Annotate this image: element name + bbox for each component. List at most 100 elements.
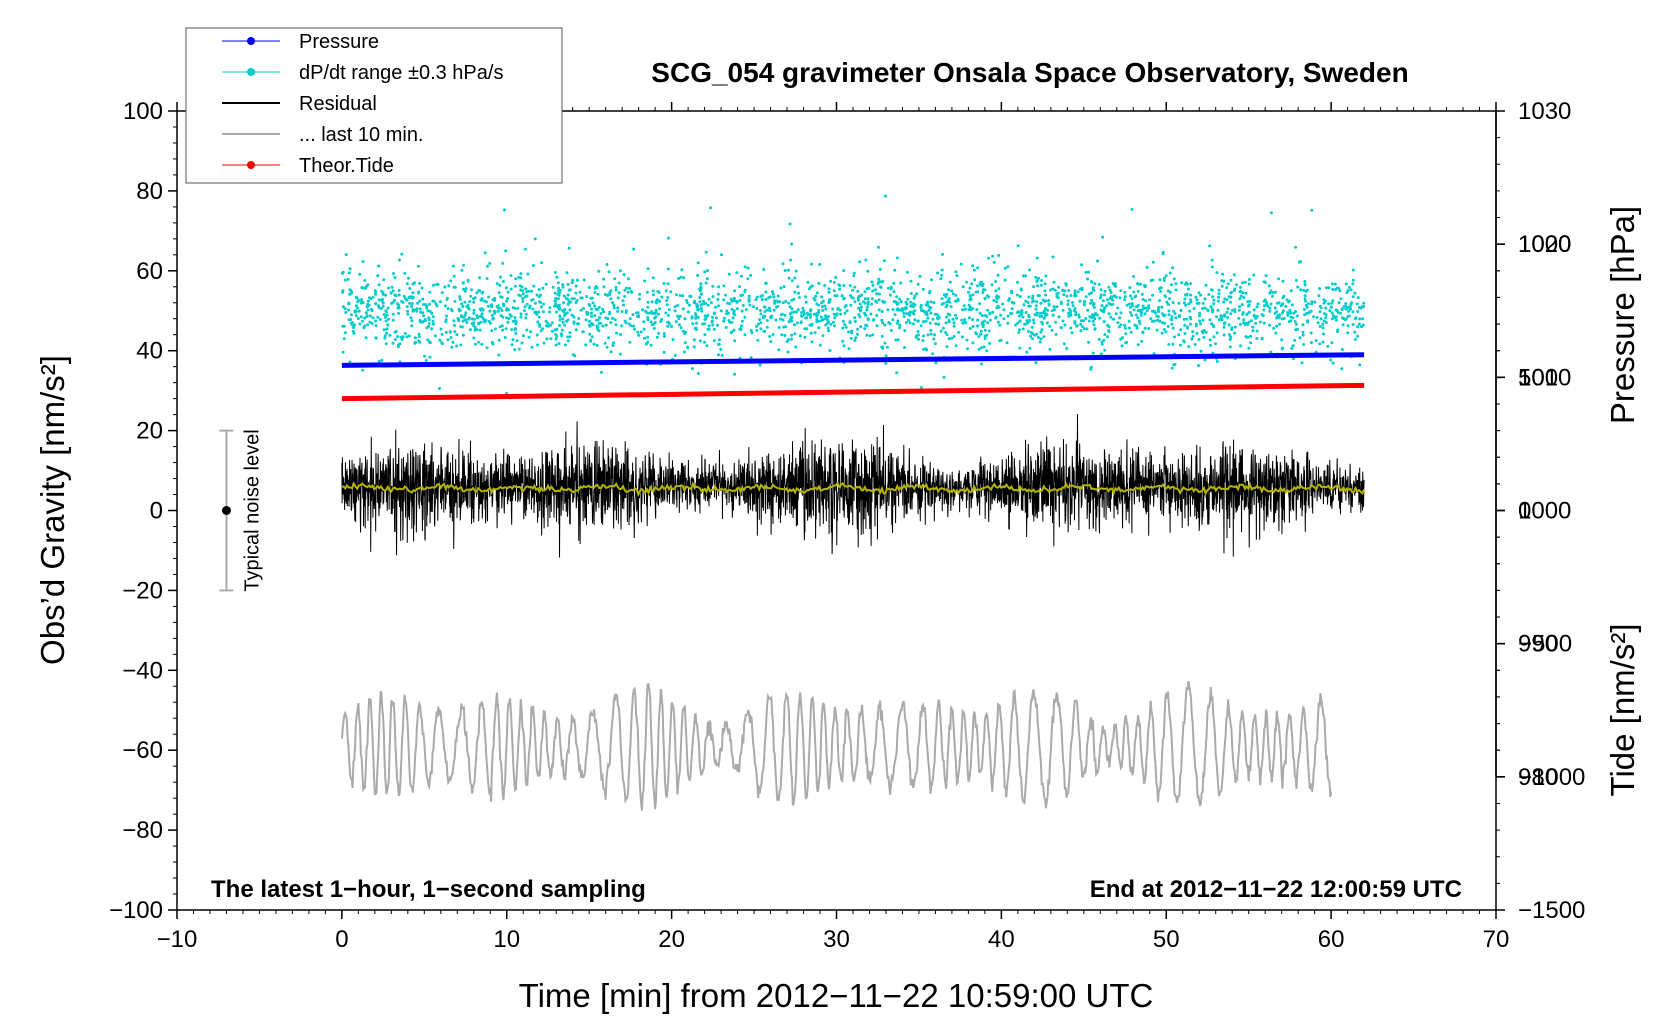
dpdt-point xyxy=(1032,285,1036,289)
dpdt-point xyxy=(626,290,630,294)
dpdt-point xyxy=(945,292,949,296)
dpdt-point xyxy=(693,299,697,303)
dpdt-point xyxy=(567,299,571,303)
dpdt-point xyxy=(826,318,829,322)
dpdt-point xyxy=(1189,322,1192,326)
dpdt-point xyxy=(820,295,824,299)
dpdt-point xyxy=(735,307,739,311)
dpdt-point xyxy=(465,321,469,324)
dpdt-point xyxy=(895,371,899,375)
dpdt-point xyxy=(732,312,736,316)
dpdt-point xyxy=(744,308,748,312)
dpdt-point xyxy=(903,329,907,333)
dpdt-point xyxy=(976,318,980,322)
dpdt-point xyxy=(483,320,487,324)
dpdt-point xyxy=(358,322,362,326)
dpdt-point xyxy=(1262,308,1266,312)
dpdt-point xyxy=(948,280,952,284)
dpdt-point xyxy=(611,344,615,347)
dpdt-point xyxy=(1239,289,1242,293)
dpdt-point xyxy=(859,325,863,329)
dpdt-point xyxy=(1356,334,1359,338)
dpdt-point xyxy=(971,307,975,311)
dpdt-point xyxy=(963,318,967,322)
dpdt-point xyxy=(725,309,729,313)
dpdt-point xyxy=(1006,314,1010,318)
dpdt-point xyxy=(692,345,696,349)
dpdt-point xyxy=(1242,318,1246,322)
dpdt-point xyxy=(786,350,790,354)
dpdt-point xyxy=(1056,296,1060,300)
dpdt-point xyxy=(967,316,971,320)
dpdt-point xyxy=(479,320,483,324)
dpdt-point xyxy=(919,324,923,328)
dpdt-point xyxy=(532,284,536,288)
dpdt-point xyxy=(1018,328,1021,332)
dpdt-point xyxy=(630,290,634,294)
dpdt-point xyxy=(1212,335,1216,339)
dpdt-point xyxy=(1321,322,1325,326)
dpdt-point xyxy=(898,297,902,301)
dpdt-point xyxy=(1347,314,1351,318)
dpdt-point xyxy=(847,347,851,351)
dpdt-point xyxy=(1157,306,1161,309)
dpdt-point xyxy=(400,252,404,256)
dpdt-point xyxy=(1277,277,1281,281)
dpdt-point xyxy=(577,317,581,320)
dpdt-point xyxy=(418,281,422,285)
dpdt-point xyxy=(790,279,794,283)
dpdt-point xyxy=(1112,317,1115,321)
dpdt-point xyxy=(793,276,797,280)
dpdt-point xyxy=(1234,283,1238,287)
dpdt-point xyxy=(931,317,935,321)
dpdt-point xyxy=(669,290,673,294)
dpdt-point xyxy=(1322,298,1326,302)
dpdt-point xyxy=(1015,280,1019,284)
dpdt-point xyxy=(764,281,768,285)
dpdt-point xyxy=(650,323,654,327)
dpdt-point xyxy=(533,301,537,305)
dpdt-point xyxy=(1162,328,1166,331)
y-left-tick-label: −60 xyxy=(122,737,163,764)
dpdt-point xyxy=(815,320,819,324)
dpdt-point xyxy=(698,300,702,304)
dpdt-point xyxy=(908,321,912,325)
dpdt-point xyxy=(1150,319,1154,323)
dpdt-point xyxy=(519,272,523,276)
dpdt-point xyxy=(616,306,620,310)
dpdt-point xyxy=(652,293,655,297)
x-axis-title: Time [min] from 2012−11−22 10:59:00 UTC xyxy=(519,977,1154,1014)
tide-tick-label: −1000 xyxy=(1518,764,1585,791)
axes-layer: −10 0 10 20 30 40 50 60 70−100−80−60−40−20020406… xyxy=(109,98,1585,953)
dpdt-point xyxy=(662,334,666,338)
dpdt-point xyxy=(653,311,657,315)
dpdt-point xyxy=(1151,278,1155,282)
dpdt-point xyxy=(525,290,529,294)
dpdt-point xyxy=(950,336,954,340)
dpdt-point xyxy=(478,276,482,280)
dpdt-point xyxy=(666,314,670,317)
dpdt-point xyxy=(706,269,709,273)
dpdt-point xyxy=(950,289,954,293)
dpdt-point xyxy=(1182,301,1186,305)
dpdt-point xyxy=(730,330,734,334)
dpdt-point xyxy=(1158,278,1162,282)
dpdt-point xyxy=(1247,282,1251,286)
dpdt-point xyxy=(1312,315,1316,319)
dpdt-point xyxy=(796,308,800,312)
dpdt-point xyxy=(1022,303,1026,307)
dpdt-point xyxy=(576,322,579,326)
dpdt-point xyxy=(1339,311,1343,315)
dpdt-point xyxy=(387,317,391,321)
dpdt-point xyxy=(929,300,933,304)
dpdt-point xyxy=(849,294,852,298)
dpdt-point xyxy=(1144,306,1148,310)
dpdt-point xyxy=(590,322,594,326)
dpdt-point xyxy=(978,283,982,287)
dpdt-point xyxy=(988,311,992,315)
dpdt-point xyxy=(1040,279,1043,282)
dpdt-point xyxy=(603,341,607,345)
dpdt-point xyxy=(423,354,426,358)
dpdt-point xyxy=(659,320,663,323)
dpdt-point xyxy=(387,286,390,290)
